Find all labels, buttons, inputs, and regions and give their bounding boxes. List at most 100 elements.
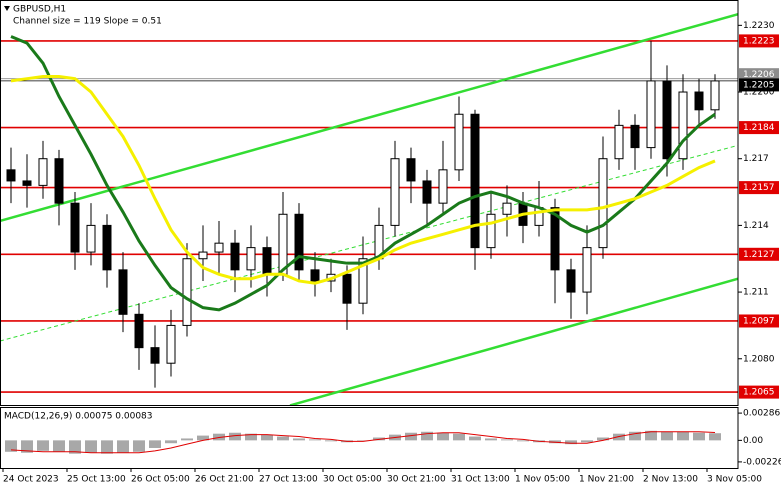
x-tick-label: 26 Oct 05:00: [131, 475, 190, 485]
level-label: 1.2127: [743, 250, 775, 260]
price-plot: [0, 13, 738, 405]
macd-bar: [629, 431, 641, 441]
macd-bar: [85, 440, 97, 453]
x-tick-label: 30 Oct 21:00: [387, 475, 446, 485]
level-label: 1.2065: [743, 388, 775, 398]
moving-average: [10, 74, 716, 285]
x-tick-label: 25 Oct 13:00: [67, 475, 126, 485]
macd-bar: [165, 440, 177, 444]
y-tick-label: 1.217: [743, 154, 769, 164]
candle-body: [134, 313, 144, 349]
macd-bar: [277, 436, 289, 441]
candle-body: [598, 158, 608, 249]
level-box: [739, 247, 779, 261]
candle-body: [502, 202, 512, 215]
macd-bar: [69, 440, 81, 454]
chart-subtitle: Channel size = 119 Slope = 0.51: [13, 17, 162, 27]
candle-body: [646, 80, 656, 149]
trend-line: [0, 13, 738, 223]
candle-body: [294, 213, 304, 271]
level-label: 1.2184: [743, 123, 775, 133]
candle-body: [662, 80, 672, 160]
candle-body: [198, 251, 208, 260]
candle-body: [310, 269, 320, 282]
macd-bar: [661, 431, 673, 441]
candle-body: [630, 124, 640, 149]
macd-bar: [5, 440, 17, 452]
y-tick-label: 0.00286: [743, 409, 780, 419]
chart-title: GBPUSD,H1: [13, 5, 66, 15]
candle-body: [6, 169, 16, 182]
macd-bar: [485, 438, 497, 441]
y-tick-label: -0.00226: [743, 457, 781, 467]
y-tick-label: 1.211: [743, 288, 769, 298]
candle-body: [342, 273, 352, 304]
candle-body: [678, 91, 688, 160]
level-box: [739, 121, 779, 135]
candle-body: [422, 180, 432, 204]
macd-bar: [469, 436, 481, 441]
candle-body: [70, 202, 80, 253]
price-frame: [0, 0, 739, 406]
level-box: [739, 385, 779, 399]
level-box: [739, 314, 779, 328]
candle-body: [694, 91, 704, 111]
macd-bar: [437, 432, 449, 441]
candle-body: [390, 158, 400, 226]
x-tick-label: 24 Oct 2023: [3, 475, 59, 485]
candle-body: [470, 113, 480, 249]
x-tick-label: 31 Oct 13:00: [451, 475, 510, 485]
candle-body: [278, 213, 288, 275]
macd-title: MACD(12,26,9) 0.00075 0.00083: [4, 412, 153, 422]
y-tick-label: 1.2080: [743, 354, 775, 364]
x-tick-label: 26 Oct 21:00: [195, 475, 254, 485]
candle-body: [406, 158, 416, 182]
macd-bar: [693, 432, 705, 441]
macd-bar: [357, 440, 369, 441]
x-tick-label: 27 Oct 13:00: [259, 475, 318, 485]
macd-bar: [293, 438, 305, 441]
level-label: 1.2157: [743, 183, 775, 193]
macd-bar: [245, 433, 257, 441]
candle-body: [150, 347, 160, 364]
macd-bar: [101, 440, 113, 454]
candle-body: [438, 169, 448, 204]
macd-bar: [53, 440, 65, 452]
price-box: [739, 78, 779, 92]
candle-body: [710, 80, 720, 111]
candle-body: [166, 324, 176, 364]
candle-body: [262, 247, 272, 275]
level-box: [739, 34, 779, 48]
macd-bar: [117, 440, 129, 453]
x-tick-label: 1 Nov 05:00: [515, 475, 570, 485]
macd-bar: [405, 432, 417, 441]
macd-bar: [229, 432, 241, 441]
moving-average: [10, 35, 716, 312]
candle-body: [118, 269, 128, 315]
macd-bar: [37, 440, 49, 451]
price-box: [739, 68, 779, 82]
macd-frame: [0, 407, 739, 469]
y-tick-label: 1.214: [743, 221, 769, 231]
candle-body: [230, 242, 240, 271]
level-label: 1.2223: [743, 36, 775, 46]
candle-body: [214, 242, 224, 253]
candle-body: [102, 224, 112, 271]
x-tick-label: 1 Nov 21:00: [579, 475, 634, 485]
y-tick-label: 1.2230: [743, 21, 775, 31]
level-box: [739, 181, 779, 195]
axes: 1.2230 1.2200 1.217 1.214 1.211 1.2080 1.2223 1…: [2, 21, 781, 485]
candle-body: [38, 158, 48, 186]
candle-body: [582, 247, 592, 293]
macd-bar: [453, 433, 465, 441]
candle-body: [22, 180, 32, 186]
macd-bar: [597, 437, 609, 441]
candle-body: [86, 224, 96, 253]
candle-body: [246, 247, 256, 271]
candle-body: [54, 158, 64, 204]
macd-bar: [325, 440, 337, 442]
candle-body: [550, 207, 560, 271]
macd-bar: [197, 435, 209, 441]
